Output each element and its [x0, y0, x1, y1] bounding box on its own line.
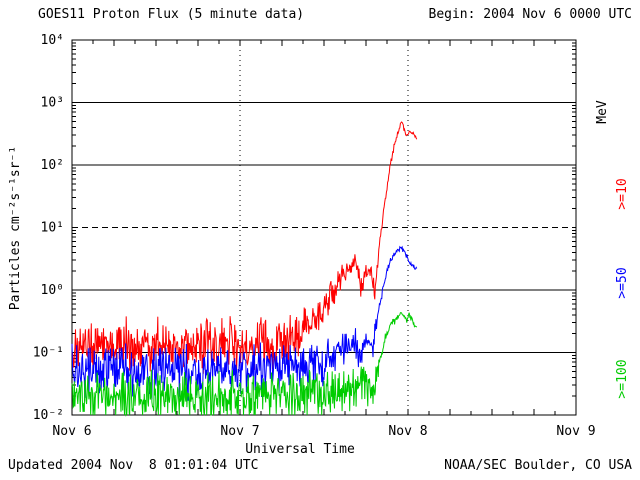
svg-text:10⁰: 10⁰ [41, 283, 64, 298]
y-axis-title: Particles cm⁻²s⁻¹sr⁻¹ [8, 145, 23, 311]
svg-text:Nov 9: Nov 9 [556, 424, 595, 439]
begin-time-label: Begin: 2004 Nov 6 0000 UTC [428, 7, 633, 22]
credit-label: NOAA/SEC Boulder, CO USA [444, 458, 632, 473]
x-axis-title: Universal Time [245, 442, 355, 457]
series-label-ge100: >=100 [615, 359, 630, 399]
svg-text:Nov 7: Nov 7 [220, 424, 259, 439]
chart-title: GOES11 Proton Flux (5 minute data) [38, 7, 305, 22]
series-label-ge10: >=10 [615, 178, 630, 210]
svg-text:10²: 10² [41, 158, 64, 173]
svg-text:10³: 10³ [41, 96, 64, 111]
mev-unit-label: MeV [595, 100, 610, 124]
svg-text:Nov 6: Nov 6 [52, 424, 91, 439]
svg-text:10⁻²: 10⁻² [33, 408, 64, 423]
svg-text:10⁻¹: 10⁻¹ [33, 346, 64, 361]
svg-text:10⁴: 10⁴ [41, 33, 64, 48]
series-label-ge50: >=50 [615, 267, 630, 299]
svg-text:10¹: 10¹ [41, 221, 64, 236]
updated-timestamp: Updated 2004 Nov 8 01:01:04 UTC [8, 458, 259, 473]
svg-text:Nov 8: Nov 8 [388, 424, 427, 439]
